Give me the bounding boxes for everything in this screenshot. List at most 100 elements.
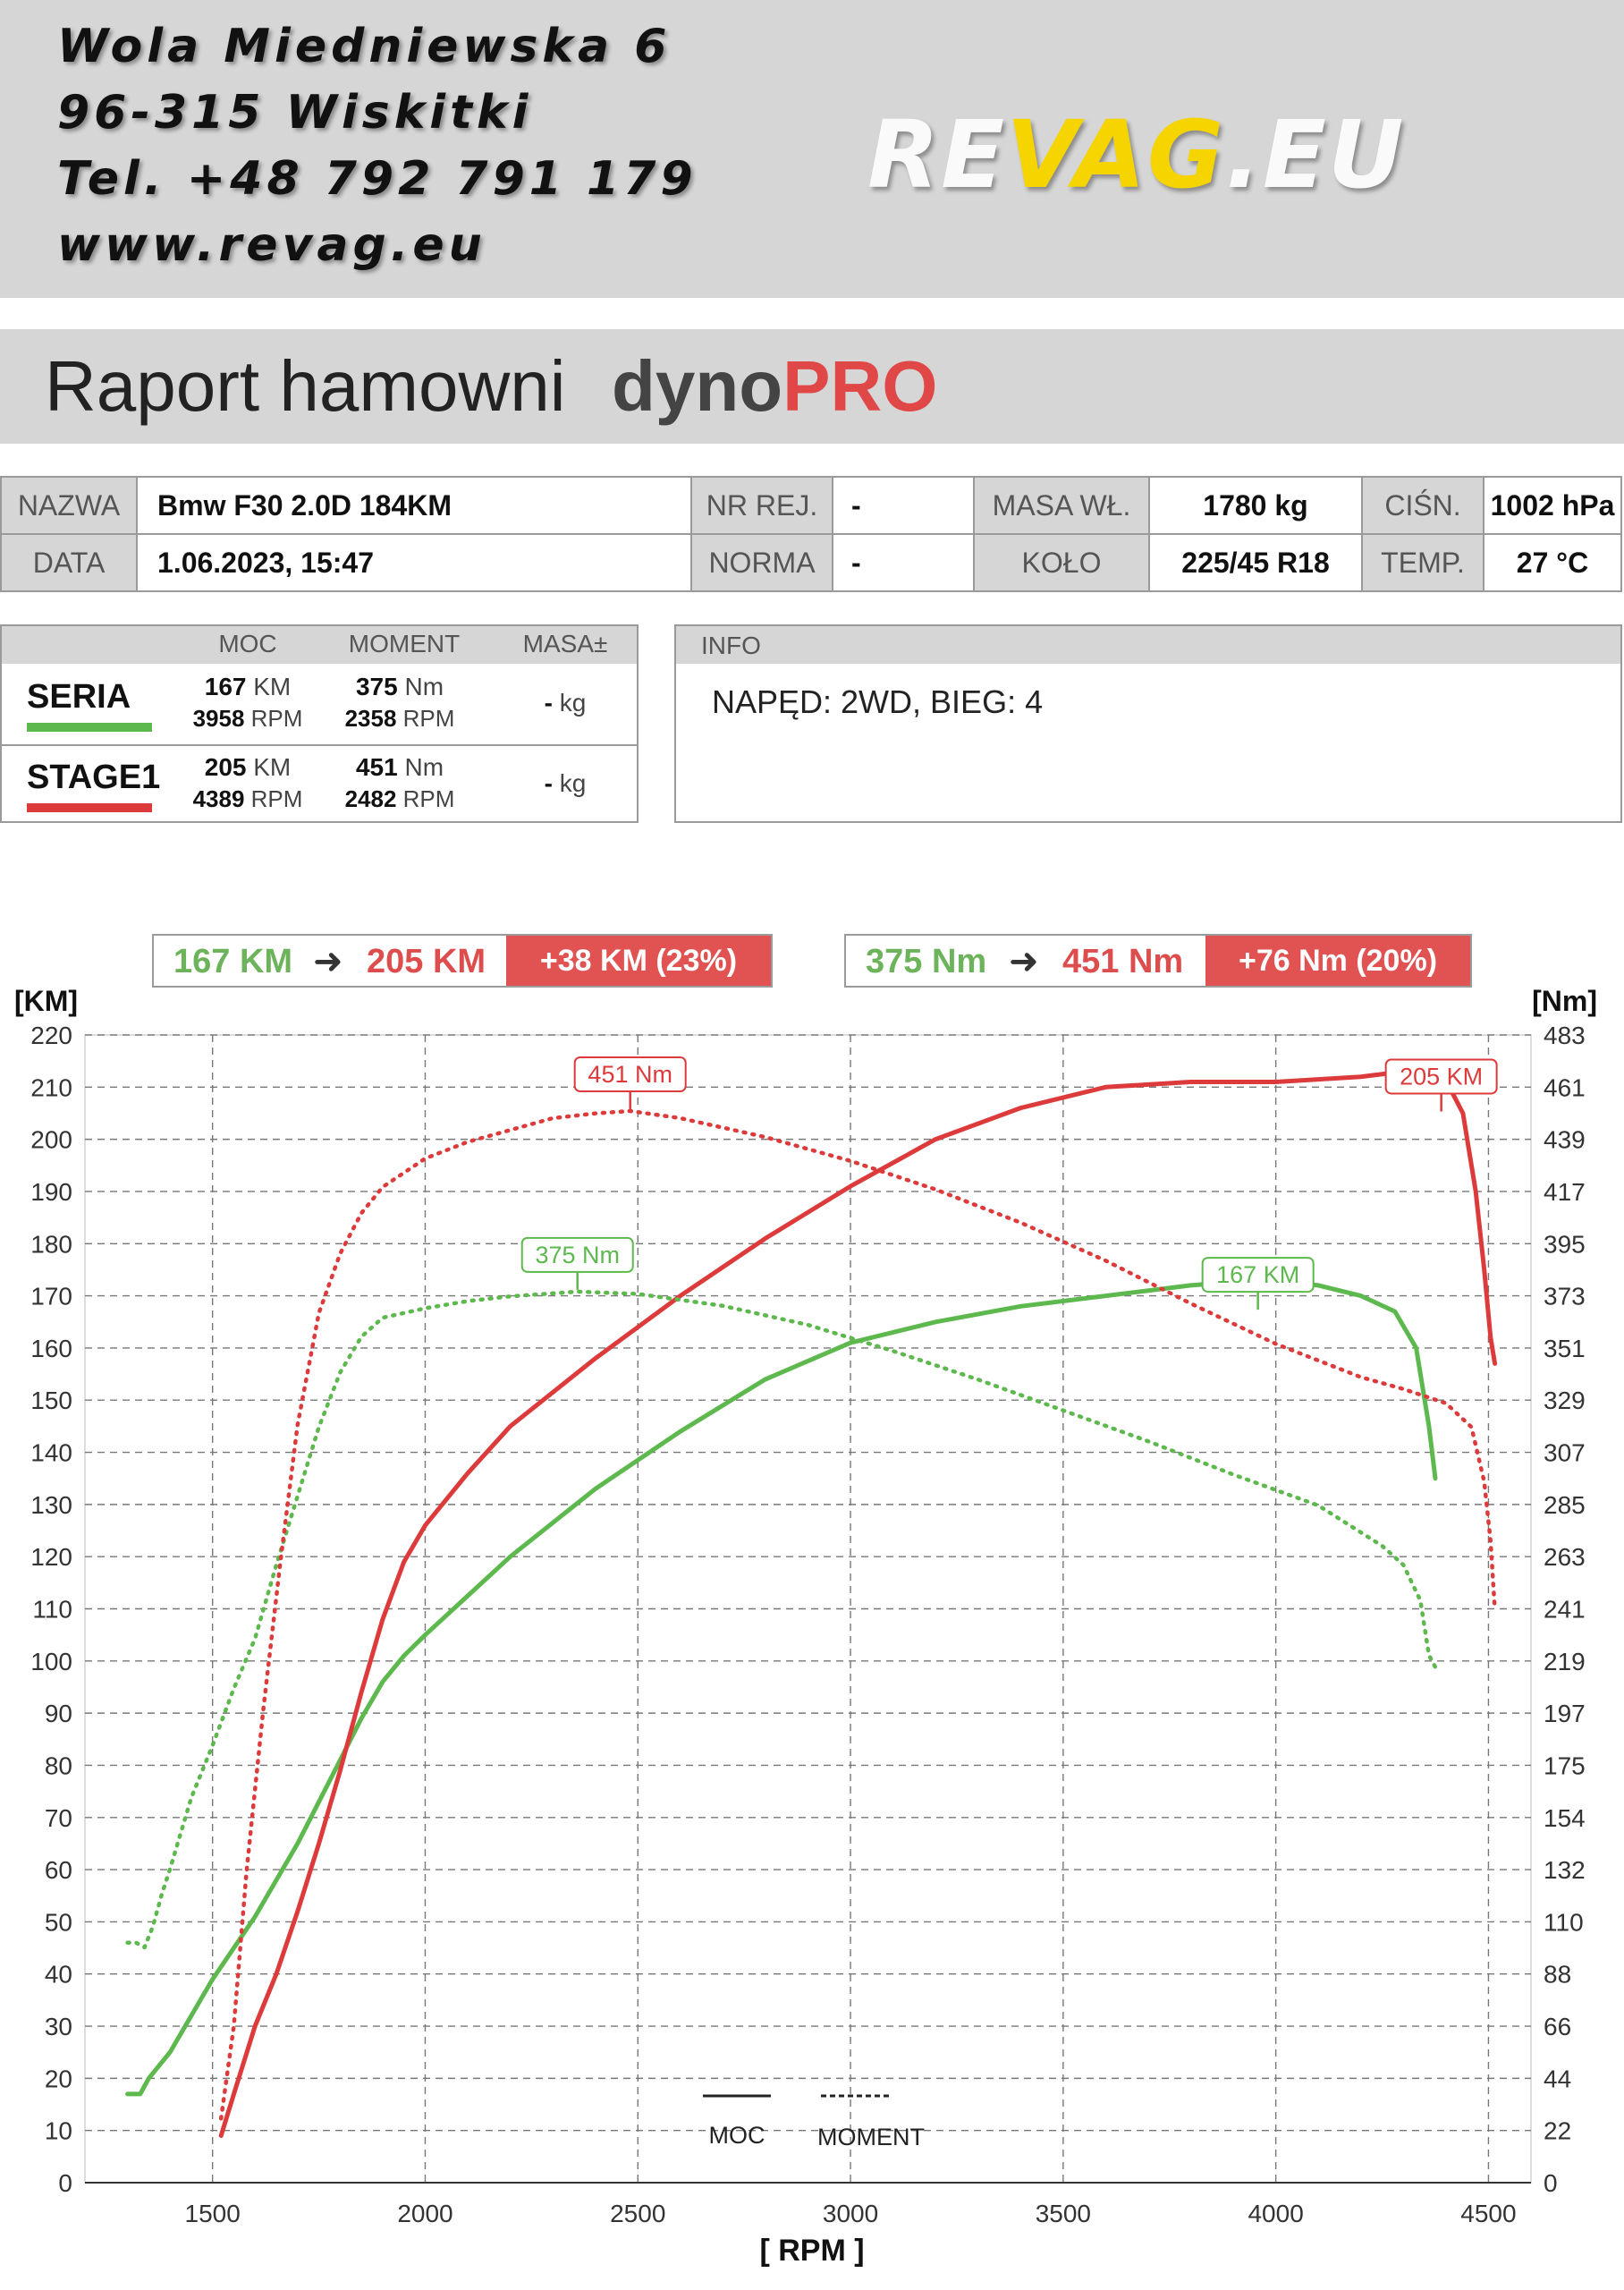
info-box: INFO NAPĘD: 2WD, BIEG: 4 <box>674 624 1622 823</box>
y-tick-left: 180 <box>30 1230 72 1258</box>
x-tick-label: 3000 <box>823 2200 878 2227</box>
legend-dotted-label: MOMENT <box>817 2124 925 2150</box>
series-color-bar <box>27 723 152 732</box>
dyno-chart: 0 0 10 22 20 44 30 66 40 88 50 110 60 132 70 154 80 175 90… <box>14 985 1597 2268</box>
y-tick-left: 190 <box>30 1178 72 1206</box>
y-tick-left: 20 <box>45 2065 72 2092</box>
y-tick-left: 40 <box>45 1961 72 1989</box>
chart-grid <box>84 1034 1532 2184</box>
y-tick-left: 150 <box>30 1387 72 1414</box>
report-title: Raport hamowni <box>45 346 566 426</box>
temperature-value: 27 °C <box>1483 533 1622 592</box>
info-header: INFO <box>676 626 1620 664</box>
website-link[interactable]: www.revag.eu <box>57 218 486 272</box>
power-rpm: 4389 RPM <box>192 785 303 812</box>
y-axis-right-label: [Nm] <box>1532 985 1597 1017</box>
y-tick-right: 285 <box>1544 1491 1586 1519</box>
x-tick-label: 2000 <box>397 2200 453 2227</box>
header-mass: MASA± <box>522 630 608 657</box>
peak-callout-label: 451 Nm <box>588 1061 672 1088</box>
chart-axes: 0 0 10 22 20 44 30 66 40 88 50 110 60 132 70 154 80 175 90… <box>30 1022 1585 2227</box>
series-seria-moc <box>125 1277 1438 2097</box>
peak-callout-box <box>573 1056 687 1093</box>
x-tick-label: 3500 <box>1036 2200 1091 2227</box>
address-line-2: 96-315 Wiskitki <box>57 86 533 140</box>
y-tick-right: 307 <box>1544 1439 1586 1467</box>
result-name: SERIA <box>27 678 131 716</box>
peak-callout-label: 167 KM <box>1216 1261 1299 1288</box>
torque-after: 451 Nm <box>1062 943 1184 980</box>
series-stage1-moment <box>218 1108 1497 2121</box>
y-tick-right: 483 <box>1544 1022 1586 1049</box>
mass-diff: - kg <box>544 689 587 717</box>
wheel-value: 225/45 R18 <box>1148 533 1363 592</box>
address-line-1: Wola Miedniewska 6 <box>57 20 672 73</box>
y-tick-right: 88 <box>1544 1961 1571 1989</box>
y-tick-left: 220 <box>30 1022 72 1049</box>
y-tick-right: 395 <box>1544 1230 1586 1258</box>
peak-callout-box <box>1201 1257 1315 1293</box>
y-tick-left: 110 <box>32 1596 72 1624</box>
y-tick-left: 60 <box>45 1856 72 1884</box>
y-tick-right: 329 <box>1544 1387 1586 1414</box>
chart-peak-labels: 167 KM 205 KM 375 Nm 451 Nm <box>520 1056 1498 1310</box>
torque-rpm: 2482 RPM <box>344 785 455 812</box>
y-tick-right: 373 <box>1544 1283 1586 1310</box>
torque-value: 451 Nm <box>355 753 444 781</box>
y-tick-right: 197 <box>1544 1700 1586 1727</box>
header-torque: MOMENT <box>348 630 461 657</box>
norm-value: - <box>832 533 975 592</box>
mass-diff: - kg <box>544 769 587 797</box>
vehicle-reg: - <box>832 476 975 535</box>
power-after: 205 KM <box>367 943 486 980</box>
torque-diff: +76 Nm (20%) <box>1205 936 1470 986</box>
label-reg: NR REJ. <box>690 476 833 535</box>
peak-callout-box <box>520 1236 634 1273</box>
y-tick-left: 100 <box>30 1648 72 1675</box>
y-tick-left: 10 <box>45 2117 72 2145</box>
peak-callout-box <box>1384 1058 1498 1095</box>
peak-callout-label: 205 KM <box>1400 1063 1483 1090</box>
label-name: NAZWA <box>0 476 138 535</box>
y-tick-left: 50 <box>45 1908 72 1936</box>
header-power: MOC <box>218 630 277 657</box>
y-tick-left: 210 <box>30 1073 72 1101</box>
revag-logo: REVAG.EU <box>867 100 1406 209</box>
torque-comparison-box: 375 Nm ➜ 451 Nm +76 Nm (20%) <box>844 934 1472 988</box>
y-tick-left: 70 <box>45 1804 72 1832</box>
info-text: NAPĘD: 2WD, BIEG: 4 <box>712 683 1044 720</box>
x-tick-label: 4500 <box>1460 2200 1516 2227</box>
series-stage1-moc <box>218 1069 1498 2138</box>
phone-line: Tel. +48 792 791 179 <box>57 152 698 206</box>
power-before: 167 KM <box>173 943 293 980</box>
y-tick-right: 219 <box>1544 1648 1586 1675</box>
power-value: 167 KM <box>204 673 292 700</box>
peak-callout-label: 375 Nm <box>535 1242 620 1268</box>
test-date: 1.06.2023, 15:47 <box>136 533 692 592</box>
y-tick-right: 417 <box>1544 1178 1586 1206</box>
chart-series <box>125 1069 1498 2138</box>
y-tick-right: 132 <box>1544 1856 1586 1884</box>
label-temp: TEMP. <box>1361 533 1484 592</box>
pressure-value: 1002 hPa <box>1483 476 1622 535</box>
y-tick-right: 351 <box>1544 1335 1586 1362</box>
y-tick-right: 439 <box>1544 1126 1586 1154</box>
label-pressure: CIŚN. <box>1361 476 1484 535</box>
y-tick-right: 175 <box>1544 1751 1586 1779</box>
torque-before: 375 Nm <box>866 943 987 980</box>
power-value: 205 KM <box>204 753 292 781</box>
series-color-bar <box>27 803 152 812</box>
power-comparison-box: 167 KM ➜ 205 KM +38 KM (23%) <box>152 934 773 988</box>
power-diff: +38 KM (23%) <box>506 936 771 986</box>
y-tick-left: 160 <box>30 1335 72 1362</box>
y-tick-left: 80 <box>45 1751 72 1779</box>
y-tick-right: 110 <box>1544 1908 1584 1936</box>
result-row-seria: SERIA 167 KM 3958 RPM 375 Nm 2358 RPM - … <box>2 666 637 746</box>
chart-legend: MOC MOMENT <box>703 2094 925 2150</box>
y-tick-right: 241 <box>1544 1596 1586 1624</box>
label-norm: NORMA <box>690 533 833 592</box>
power-rpm: 3958 RPM <box>192 705 303 732</box>
y-tick-left: 140 <box>30 1439 72 1467</box>
y-tick-right: 154 <box>1544 1804 1586 1832</box>
arrow-right-icon: ➜ <box>313 942 343 981</box>
